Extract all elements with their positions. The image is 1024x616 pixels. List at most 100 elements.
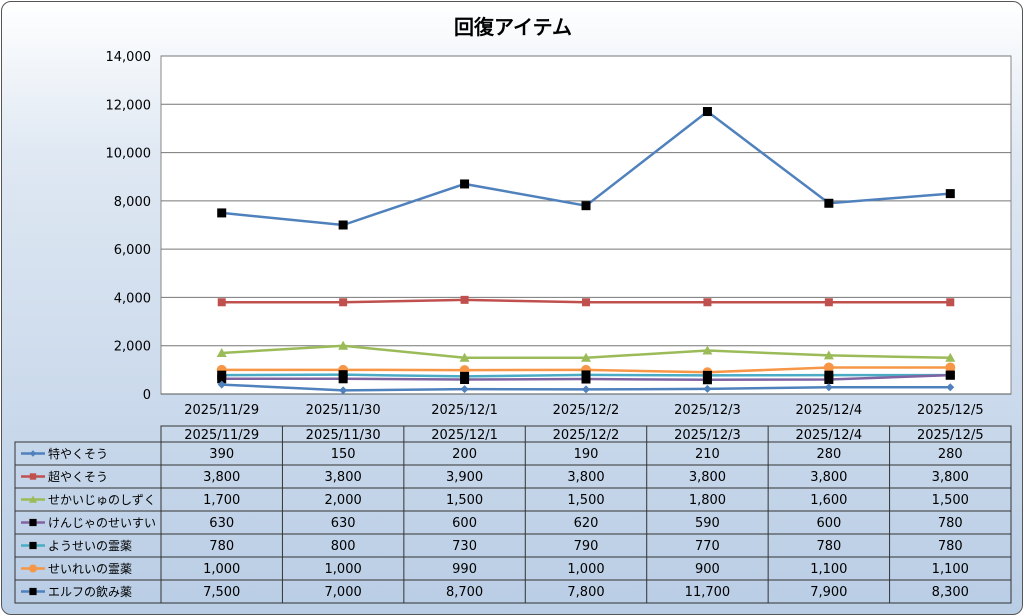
x-tick-label: 2025/12/4 (796, 403, 863, 418)
legend-label: 特やくそう (48, 446, 108, 461)
data-point-marker (217, 380, 226, 389)
table-cell: 630 (331, 516, 356, 531)
table-cell: 590 (695, 516, 720, 531)
data-point-marker (339, 298, 348, 307)
legend-label: ようせいの霊薬 (48, 539, 132, 553)
legend-label: けんじゃのせいすい (48, 516, 156, 530)
chart-title: 回復アイテム (454, 15, 572, 39)
table-cell: 3,800 (932, 470, 969, 485)
data-point-marker (460, 385, 469, 394)
data-point-marker (946, 298, 955, 307)
table-cell: 1,500 (446, 493, 483, 508)
data-point-marker (29, 541, 37, 550)
table-cell: 2,000 (325, 493, 362, 508)
y-tick-label: 14,000 (106, 50, 152, 65)
table-cell: 3,800 (203, 470, 240, 485)
table-cell: 280 (938, 447, 963, 462)
table-cell: 210 (695, 447, 720, 462)
table-cell: 780 (209, 539, 234, 554)
table-cell: 1,000 (325, 562, 362, 577)
data-point-marker (824, 383, 833, 392)
data-point-marker (460, 375, 470, 385)
data-point-marker (824, 298, 833, 307)
table-column-header: 2025/12/1 (431, 428, 498, 443)
data-point-marker (216, 347, 227, 357)
data-point-marker (824, 198, 834, 208)
data-point-marker (217, 298, 226, 307)
table-cell: 790 (574, 539, 599, 554)
data-point-marker (945, 362, 956, 373)
x-tick-label: 2025/12/5 (917, 403, 984, 418)
table-row (14, 510, 1012, 535)
data-point-marker (581, 352, 591, 362)
table-row (14, 556, 1012, 581)
table-cell: 800 (331, 539, 356, 554)
table-row (14, 441, 1012, 466)
data-point-marker (339, 386, 348, 395)
y-tick-label: 4,000 (114, 291, 151, 306)
data-point-marker (702, 375, 712, 385)
x-tick-label: 2025/12/2 (553, 403, 620, 418)
legend-label: せかいじゅのしずく (48, 493, 156, 507)
x-tick-label: 2025/11/30 (306, 403, 381, 418)
table-cell: 3,800 (810, 470, 847, 485)
table-cell: 3,800 (325, 470, 362, 485)
table-cell: 190 (574, 447, 599, 462)
table-column-header: 2025/12/5 (917, 428, 984, 443)
data-point-marker (459, 352, 470, 362)
table-cell: 780 (938, 539, 963, 554)
table-cell: 3,800 (689, 470, 726, 485)
table-cell: 1,100 (932, 562, 969, 577)
data-point-marker (946, 383, 955, 392)
data-point-marker (29, 495, 37, 503)
table-cell: 630 (209, 516, 234, 531)
x-tick-label: 2025/12/3 (674, 403, 741, 418)
legend-label: エルフの飲み薬 (48, 584, 132, 599)
table-cell: 200 (452, 447, 477, 462)
table-column-header: 2025/12/2 (553, 428, 620, 443)
data-point-marker (460, 295, 469, 304)
data-point-marker (823, 362, 834, 373)
table-cell: 7,800 (567, 585, 604, 600)
table-cell: 600 (816, 516, 841, 531)
data-point-marker (824, 375, 834, 385)
table-cell: 1,700 (203, 493, 240, 508)
y-tick-label: 0 (143, 388, 151, 403)
data-point-marker (217, 208, 227, 218)
table-cell: 620 (574, 516, 599, 531)
data-point-marker (217, 374, 227, 384)
table-cell: 1,600 (810, 493, 847, 508)
table-cell: 990 (452, 562, 477, 577)
y-tick-label: 10,000 (106, 147, 152, 162)
data-point-marker (338, 220, 348, 230)
x-tick-label: 2025/11/29 (184, 403, 259, 418)
x-tick-label: 2025/12/1 (431, 403, 498, 418)
table-cell: 600 (452, 516, 477, 531)
y-tick-label: 8,000 (114, 195, 151, 210)
table-cell: 900 (695, 562, 720, 577)
legend-label: せいれいの霊薬 (48, 562, 132, 576)
data-point-marker (29, 450, 37, 457)
table-cell: 7,000 (325, 585, 362, 600)
data-point-marker (582, 298, 590, 307)
table-column-header: 2025/11/29 (184, 428, 259, 443)
plot-area (160, 55, 1012, 395)
data-point-marker (29, 473, 37, 480)
table-cell: 150 (331, 447, 356, 462)
table-row (14, 487, 1012, 512)
table-cell: 11,700 (685, 585, 731, 600)
table-column-header: 2025/12/4 (796, 428, 863, 443)
data-point-marker (29, 518, 37, 527)
data-point-marker (338, 374, 348, 384)
table-row (14, 579, 1012, 604)
table-cell: 8,700 (446, 585, 483, 600)
data-point-marker (702, 107, 712, 117)
table-cell: 1,800 (689, 493, 726, 508)
y-tick-label: 6,000 (114, 243, 151, 258)
y-tick-label: 12,000 (106, 98, 152, 113)
data-point-marker (702, 345, 713, 355)
data-point-marker (29, 564, 37, 573)
data-point-marker (581, 374, 591, 384)
